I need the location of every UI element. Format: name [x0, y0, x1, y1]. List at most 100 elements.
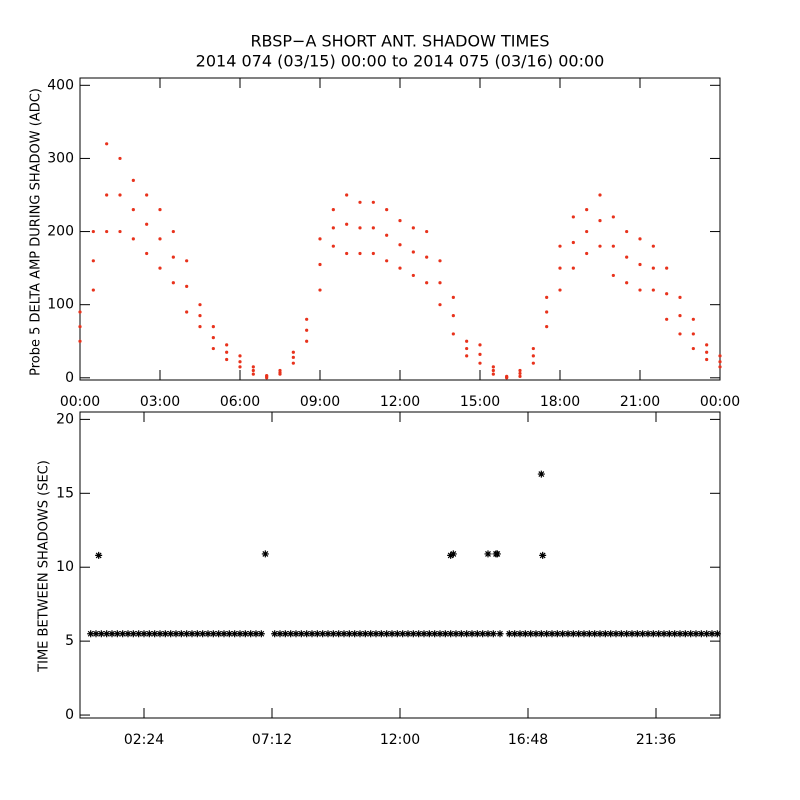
- point: [251, 365, 255, 369]
- point: [665, 292, 669, 296]
- point: [543, 630, 551, 638]
- y-tick-label: 100: [47, 297, 74, 313]
- point: [537, 630, 545, 638]
- y-tick-label: 20: [56, 411, 74, 427]
- point: [473, 630, 481, 638]
- point: [531, 354, 535, 358]
- point: [118, 229, 122, 234]
- point: [377, 630, 385, 638]
- point: [398, 243, 402, 247]
- point: [612, 630, 620, 638]
- point: [598, 244, 602, 248]
- point: [638, 288, 642, 292]
- point: [388, 630, 396, 638]
- point: [358, 226, 362, 230]
- point: [607, 630, 615, 638]
- y-axis-label: Probe 5 DELTA AMP DURING SHADOW (ADC): [29, 88, 44, 376]
- point: [335, 630, 343, 638]
- point: [585, 251, 589, 256]
- chart-subtitle: 2014 074 (03/15) 00:00 to 2014 075 (03/1…: [196, 52, 605, 71]
- point: [225, 357, 229, 362]
- point: [171, 255, 175, 259]
- point: [478, 352, 482, 357]
- point: [393, 630, 401, 638]
- point: [671, 630, 679, 638]
- point: [211, 346, 215, 351]
- point: [308, 630, 316, 638]
- point: [236, 630, 244, 638]
- point: [633, 630, 641, 638]
- point: [238, 360, 242, 364]
- point: [118, 156, 122, 161]
- point: [385, 233, 389, 237]
- y-tick-label: 300: [47, 150, 74, 166]
- point: [171, 281, 175, 285]
- point: [215, 630, 223, 638]
- point: [580, 630, 588, 638]
- point: [161, 630, 169, 638]
- point: [345, 193, 349, 197]
- point: [438, 303, 442, 307]
- point: [318, 262, 322, 267]
- point: [447, 551, 455, 559]
- point: [297, 630, 305, 638]
- point: [638, 237, 642, 241]
- point: [705, 350, 709, 354]
- point: [678, 332, 682, 336]
- point: [678, 314, 682, 318]
- point: [238, 354, 242, 358]
- point: [591, 630, 599, 638]
- point: [441, 630, 449, 638]
- point: [548, 630, 556, 638]
- y-tick-label: 15: [56, 485, 74, 501]
- point: [545, 295, 549, 299]
- point: [199, 630, 207, 638]
- x-tick-label: 21:00: [620, 394, 660, 410]
- point: [95, 551, 103, 559]
- point: [129, 630, 137, 638]
- point: [91, 229, 95, 234]
- point: [447, 630, 455, 638]
- x-tick-label: 09:00: [300, 394, 340, 410]
- point: [559, 630, 567, 638]
- point: [598, 218, 602, 223]
- point: [356, 630, 364, 638]
- point: [78, 339, 82, 343]
- point: [252, 630, 260, 638]
- point: [257, 630, 265, 638]
- point: [291, 355, 295, 359]
- point: [145, 193, 149, 197]
- point: [452, 630, 460, 638]
- point: [183, 630, 191, 638]
- point: [345, 630, 353, 638]
- point: [105, 142, 109, 146]
- point: [371, 251, 375, 256]
- point: [493, 550, 501, 558]
- point: [131, 208, 135, 212]
- point: [198, 303, 202, 307]
- point: [516, 630, 524, 638]
- point: [611, 215, 615, 219]
- x-tick-label: 18:00: [540, 394, 580, 410]
- point: [463, 630, 471, 638]
- point: [420, 630, 428, 638]
- point: [345, 251, 349, 256]
- point: [398, 218, 402, 223]
- point: [532, 630, 540, 638]
- point: [660, 630, 668, 638]
- point: [531, 361, 535, 365]
- point: [91, 288, 95, 292]
- point: [78, 310, 82, 314]
- point: [558, 244, 562, 248]
- point: [703, 630, 711, 638]
- point: [687, 630, 695, 638]
- y-tick-label: 200: [47, 224, 74, 240]
- point: [425, 229, 429, 234]
- point: [411, 273, 415, 278]
- point: [177, 630, 185, 638]
- point: [124, 630, 132, 638]
- point: [625, 229, 629, 234]
- point: [484, 550, 492, 558]
- point: [185, 259, 189, 263]
- point: [665, 266, 669, 270]
